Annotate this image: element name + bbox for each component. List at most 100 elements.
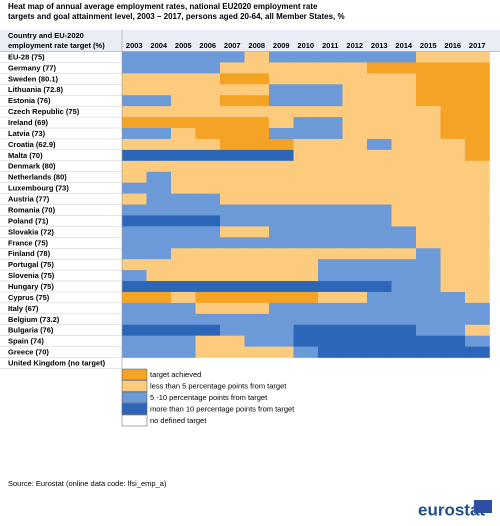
heat-cell bbox=[416, 248, 441, 260]
heat-cell bbox=[440, 324, 466, 336]
row-label: EU-28 (75) bbox=[8, 52, 45, 61]
heat-cell bbox=[269, 106, 294, 118]
heat-cell bbox=[318, 95, 343, 107]
heat-cell bbox=[367, 138, 392, 151]
heat-cell bbox=[171, 346, 196, 358]
heat-cell bbox=[318, 84, 343, 96]
row-label: Finland (78) bbox=[8, 249, 51, 258]
heat-cell bbox=[465, 95, 490, 107]
heat-cell bbox=[244, 62, 270, 74]
heat-cell bbox=[122, 193, 147, 205]
heat-cell bbox=[244, 313, 270, 326]
heat-cell bbox=[391, 95, 417, 107]
heat-cell bbox=[293, 193, 319, 205]
heat-cell bbox=[269, 215, 294, 227]
heat-cell bbox=[293, 281, 319, 293]
heat-cell bbox=[122, 106, 147, 118]
heat-cell bbox=[146, 84, 172, 96]
heat-cell bbox=[342, 259, 368, 271]
heat-cell bbox=[367, 149, 392, 162]
heat-cell bbox=[244, 128, 270, 140]
heat-cell bbox=[342, 73, 368, 85]
heat-cell bbox=[122, 84, 147, 96]
heat-cell bbox=[465, 160, 490, 173]
heat-cell bbox=[122, 73, 147, 85]
heat-cell bbox=[465, 259, 490, 271]
heat-cell bbox=[342, 215, 368, 227]
row-label: France (75) bbox=[8, 238, 49, 247]
heat-cell bbox=[122, 128, 147, 140]
heat-cell bbox=[195, 270, 221, 282]
heat-cell bbox=[416, 73, 441, 85]
heat-cell bbox=[367, 51, 392, 63]
heat-cell bbox=[146, 259, 172, 271]
heat-cell bbox=[244, 259, 270, 271]
heat-cell bbox=[146, 313, 172, 326]
heat-cell bbox=[391, 281, 417, 293]
heat-cell bbox=[391, 73, 417, 85]
heat-cell bbox=[244, 73, 270, 85]
heat-cell bbox=[195, 193, 221, 205]
heat-cell bbox=[416, 204, 441, 216]
heat-cell bbox=[416, 62, 441, 74]
heat-cell bbox=[342, 324, 368, 336]
heat-cell bbox=[171, 226, 196, 238]
heat-cell bbox=[195, 84, 221, 96]
heat-cell bbox=[342, 128, 368, 140]
heat-cell bbox=[146, 128, 172, 140]
legend-label: no defined target bbox=[150, 416, 207, 425]
heat-cell bbox=[195, 106, 221, 118]
heat-cell bbox=[440, 270, 466, 282]
heat-cell bbox=[416, 138, 441, 151]
heat-cell bbox=[195, 259, 221, 271]
heat-cell bbox=[269, 324, 294, 336]
heat-cell bbox=[342, 84, 368, 96]
legend-label: target achieved bbox=[150, 370, 201, 379]
heat-cell bbox=[244, 324, 270, 336]
heat-cell bbox=[440, 95, 466, 107]
heat-cell bbox=[318, 259, 343, 271]
heat-cell bbox=[416, 270, 441, 282]
heat-cell bbox=[171, 138, 196, 151]
heat-cell bbox=[465, 193, 490, 205]
heat-cell bbox=[440, 84, 466, 96]
heat-cell bbox=[342, 95, 368, 107]
heat-cell bbox=[293, 291, 319, 304]
heat-cell bbox=[342, 117, 368, 129]
heat-cell bbox=[465, 237, 490, 249]
row-label: Italy (67) bbox=[8, 304, 39, 313]
heat-cell bbox=[318, 117, 343, 129]
heat-cell bbox=[342, 138, 368, 151]
heat-cell bbox=[220, 182, 245, 194]
heat-cell bbox=[146, 95, 172, 107]
header-background bbox=[0, 30, 500, 52]
row-label: Estonia (76) bbox=[8, 96, 51, 105]
heat-cell bbox=[269, 259, 294, 271]
heat-cell bbox=[465, 182, 490, 194]
heat-cell bbox=[146, 237, 172, 249]
heat-cell bbox=[416, 160, 441, 173]
heat-cell bbox=[171, 84, 196, 96]
row-label: Malta (70) bbox=[8, 151, 43, 160]
row-label: Czech Republic (75) bbox=[8, 107, 80, 116]
heat-cell bbox=[367, 106, 392, 118]
heat-cell bbox=[244, 204, 270, 216]
heat-cell bbox=[465, 138, 490, 151]
heat-cell bbox=[440, 128, 466, 140]
heat-cell bbox=[269, 73, 294, 85]
heat-cell bbox=[171, 106, 196, 118]
legend-swatch bbox=[121, 414, 148, 427]
heat-cell bbox=[367, 248, 392, 260]
heat-cell bbox=[440, 237, 466, 249]
legend-label: less than 5 percentage points from targe… bbox=[150, 381, 287, 390]
heat-cell bbox=[293, 204, 319, 216]
heat-cell bbox=[293, 182, 319, 194]
heat-cell bbox=[318, 324, 343, 336]
heat-cell bbox=[122, 291, 147, 304]
heat-cell bbox=[367, 291, 392, 304]
heat-cell bbox=[171, 51, 196, 63]
heat-cell bbox=[342, 335, 368, 347]
heat-cell bbox=[146, 291, 172, 304]
heat-cell bbox=[293, 117, 319, 129]
heat-cell bbox=[416, 84, 441, 96]
